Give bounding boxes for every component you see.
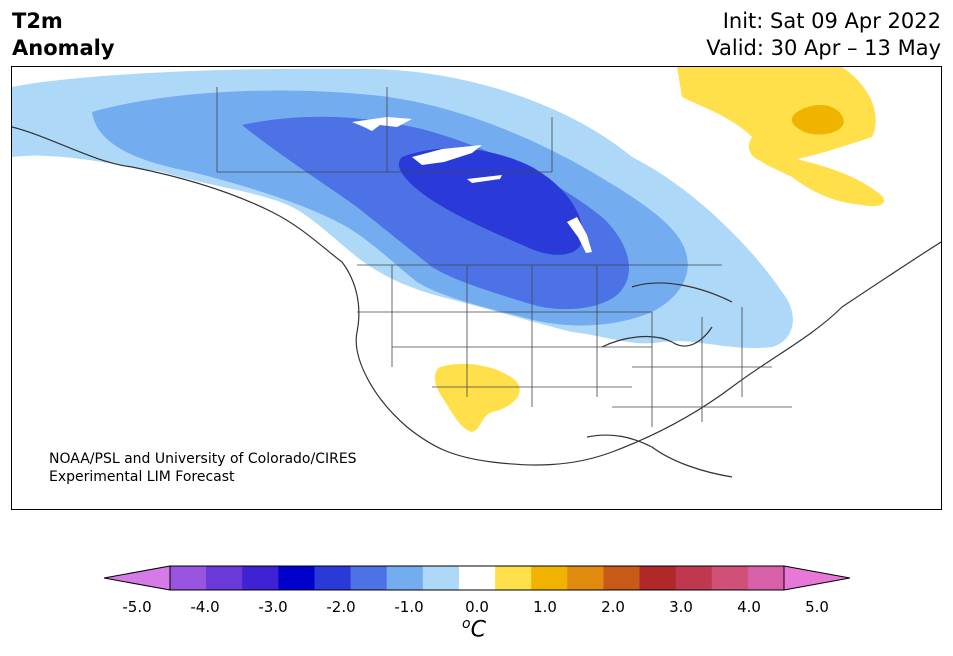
unit-superscript: o bbox=[462, 616, 471, 632]
init-date: Init: Sat 09 Apr 2022 bbox=[722, 9, 941, 33]
map-credit: NOAA/PSL and University of Colorado/CIRE… bbox=[49, 450, 357, 486]
colorbar-cell bbox=[314, 566, 352, 590]
warm-anomaly-southwest bbox=[434, 363, 520, 432]
map-canvas bbox=[11, 67, 942, 478]
forecast-dates: Init: Sat 09 Apr 2022 Valid: 30 Apr – 13… bbox=[706, 8, 941, 62]
colorbar-tick-label: 3.0 bbox=[669, 598, 693, 616]
warm-anomaly-greenland bbox=[677, 67, 876, 163]
cold-anomaly-strong bbox=[242, 116, 629, 310]
colorbar-tick-label: 2.0 bbox=[601, 598, 625, 616]
warm-anomaly-greenland-core bbox=[791, 104, 844, 135]
anomaly-map bbox=[11, 66, 942, 510]
colorbar-cell bbox=[458, 566, 496, 590]
colorbar-border bbox=[169, 565, 785, 591]
colorbar-cell bbox=[495, 566, 532, 590]
colorbar-cell bbox=[422, 566, 460, 590]
colorbar-cell bbox=[639, 566, 677, 590]
colorbar-cell bbox=[206, 566, 243, 590]
map-title: T2m Anomaly bbox=[12, 8, 115, 62]
colorbar-tick-label: 4.0 bbox=[737, 598, 761, 616]
colorbar-tick-label: 1.0 bbox=[533, 598, 557, 616]
colorbar-cell bbox=[567, 566, 604, 590]
colorbar-tick-label: 5.0 bbox=[805, 598, 829, 616]
lake-winnipeg bbox=[567, 217, 592, 253]
colorbar-cells bbox=[104, 565, 850, 591]
colorbar-cell bbox=[386, 566, 424, 590]
colorbar-tick-label: -5.0 bbox=[122, 598, 152, 616]
variable-type: Anomaly bbox=[12, 36, 115, 60]
colorbar-tick-label: -3.0 bbox=[258, 598, 288, 616]
colorbar-extend-low bbox=[104, 565, 171, 591]
colorbar-cell bbox=[170, 566, 207, 590]
lake-great-slave bbox=[412, 145, 482, 165]
coastlines bbox=[11, 126, 942, 478]
colorbar-cell bbox=[603, 566, 641, 590]
credit-line-1: NOAA/PSL and University of Colorado/CIRE… bbox=[49, 451, 357, 467]
cold-anomaly-core bbox=[398, 148, 583, 255]
colorbar bbox=[104, 565, 850, 591]
valid-period: Valid: 30 Apr – 13 May bbox=[706, 36, 941, 60]
colorbar-tick-label: -2.0 bbox=[326, 598, 356, 616]
variable-name: T2m bbox=[12, 9, 63, 33]
colorbar-cell bbox=[278, 566, 315, 590]
colorbar-cell bbox=[747, 566, 785, 590]
colorbar-cell bbox=[675, 566, 713, 590]
unit-base: C bbox=[470, 617, 486, 643]
political-borders bbox=[216, 87, 792, 427]
colorbar-cell bbox=[711, 566, 749, 590]
colorbar-extend-high bbox=[783, 565, 850, 591]
credit-line-2: Experimental LIM Forecast bbox=[49, 469, 235, 485]
colorbar-cell bbox=[350, 566, 388, 590]
colorbar-cell bbox=[242, 566, 279, 590]
lake-great-bear bbox=[352, 117, 412, 131]
warm-anomaly-labrador bbox=[752, 152, 885, 207]
colorbar-cell bbox=[531, 566, 568, 590]
lake-athabasca bbox=[467, 175, 502, 183]
colorbar-tick-label: 0.0 bbox=[465, 598, 489, 616]
colorbar-unit: oC bbox=[462, 616, 486, 642]
colorbar-tick-label: -4.0 bbox=[190, 598, 220, 616]
colorbar-tick-label: -1.0 bbox=[394, 598, 424, 616]
